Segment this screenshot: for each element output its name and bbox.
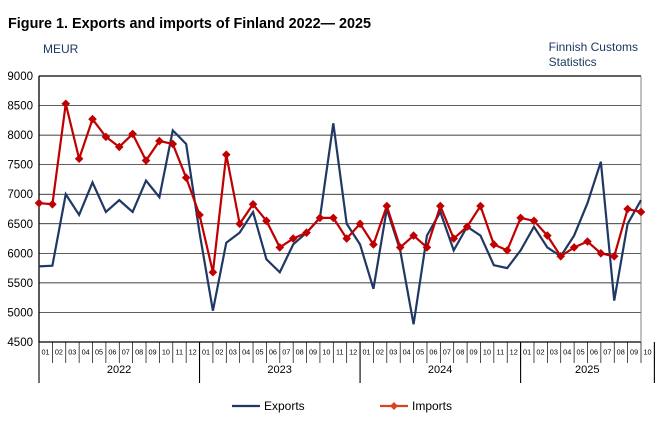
svg-text:06: 06 — [429, 348, 437, 357]
svg-text:09: 09 — [148, 348, 156, 357]
svg-text:11: 11 — [175, 348, 183, 357]
svg-text:03: 03 — [229, 348, 237, 357]
svg-text:01: 01 — [41, 348, 49, 357]
svg-text:05: 05 — [95, 348, 103, 357]
svg-text:5500: 5500 — [7, 278, 33, 290]
svg-text:08: 08 — [296, 348, 304, 357]
svg-text:7500: 7500 — [7, 160, 33, 172]
svg-text:8000: 8000 — [7, 130, 33, 142]
svg-text:09: 09 — [309, 348, 317, 357]
svg-text:01: 01 — [202, 348, 210, 357]
svg-text:04: 04 — [563, 348, 571, 357]
svg-text:05: 05 — [577, 348, 585, 357]
svg-text:04: 04 — [242, 348, 250, 357]
svg-text:12: 12 — [189, 348, 197, 357]
svg-text:08: 08 — [617, 348, 625, 357]
svg-text:07: 07 — [282, 348, 290, 357]
svg-text:12: 12 — [349, 348, 357, 357]
svg-text:02: 02 — [55, 348, 63, 357]
svg-text:03: 03 — [389, 348, 397, 357]
svg-text:10: 10 — [483, 348, 491, 357]
svg-text:01: 01 — [523, 348, 531, 357]
svg-text:2024: 2024 — [428, 364, 452, 376]
svg-text:06: 06 — [590, 348, 598, 357]
svg-text:2023: 2023 — [267, 364, 291, 376]
svg-text:03: 03 — [550, 348, 558, 357]
svg-text:11: 11 — [336, 348, 344, 357]
svg-text:04: 04 — [82, 348, 90, 357]
svg-text:08: 08 — [456, 348, 464, 357]
svg-text:7000: 7000 — [7, 189, 33, 201]
svg-text:07: 07 — [603, 348, 611, 357]
svg-text:9000: 9000 — [7, 71, 33, 83]
svg-text:2022: 2022 — [107, 364, 131, 376]
svg-text:07: 07 — [122, 348, 130, 357]
svg-text:02: 02 — [536, 348, 544, 357]
svg-text:10: 10 — [322, 348, 330, 357]
svg-text:03: 03 — [68, 348, 76, 357]
svg-text:4500: 4500 — [7, 337, 33, 349]
svg-text:02: 02 — [215, 348, 223, 357]
svg-text:5000: 5000 — [7, 307, 33, 319]
svg-text:05: 05 — [255, 348, 263, 357]
svg-text:05: 05 — [416, 348, 424, 357]
svg-text:04: 04 — [403, 348, 411, 357]
svg-text:6500: 6500 — [7, 219, 33, 231]
svg-text:12: 12 — [510, 348, 518, 357]
svg-text:01: 01 — [363, 348, 371, 357]
svg-text:10: 10 — [643, 348, 651, 357]
svg-text:06: 06 — [269, 348, 277, 357]
svg-text:09: 09 — [630, 348, 638, 357]
svg-text:10: 10 — [162, 348, 170, 357]
svg-text:07: 07 — [443, 348, 451, 357]
svg-text:06: 06 — [108, 348, 116, 357]
svg-text:02: 02 — [376, 348, 384, 357]
svg-text:08: 08 — [135, 348, 143, 357]
svg-text:11: 11 — [497, 348, 505, 357]
svg-text:2025: 2025 — [575, 364, 599, 376]
svg-text:6000: 6000 — [7, 248, 33, 260]
svg-text:09: 09 — [470, 348, 478, 357]
svg-text:8500: 8500 — [7, 101, 33, 113]
